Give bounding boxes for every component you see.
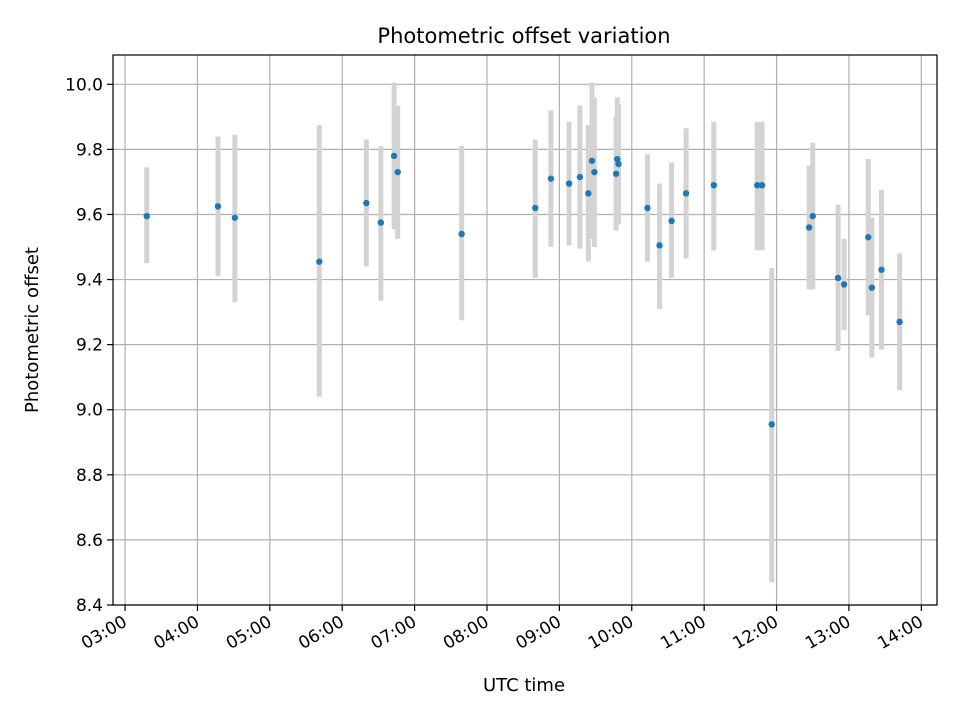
y-tick-label: 9.2 (76, 336, 103, 356)
y-tick-label: 9.8 (76, 140, 103, 160)
data-point (532, 204, 539, 212)
y-tick-label: 9.0 (76, 401, 103, 421)
y-tick-label: 8.4 (76, 596, 103, 616)
data-point (231, 214, 239, 221)
data-point (547, 175, 555, 182)
x-tick-label: 14:00 (874, 612, 926, 654)
data-point (758, 181, 766, 189)
data-point (394, 168, 401, 176)
x-tick-label: 06:00 (295, 612, 347, 654)
data-point (615, 160, 622, 168)
data-point (809, 212, 816, 220)
data-point (588, 157, 596, 164)
data-point (377, 219, 385, 226)
data-point (754, 181, 761, 189)
data-point (143, 212, 150, 220)
data-point (656, 242, 663, 249)
data-points (143, 152, 903, 428)
data-point (363, 199, 370, 207)
data-point (868, 284, 876, 291)
error-bars (144, 82, 903, 583)
data-point (644, 204, 651, 212)
x-tick-label: 11:00 (657, 612, 709, 654)
data-point (458, 230, 465, 238)
plot-frame (112, 54, 938, 606)
data-point (805, 224, 813, 231)
x-tick-label: 04:00 (151, 612, 203, 654)
y-tick-label: 9.6 (76, 205, 103, 225)
data-point (576, 173, 584, 181)
x-tick-label: 09:00 (512, 612, 564, 654)
x-axis-ticks: 03:00 04:00 05:00 06:00 07:00 08:00 09:00 10:00… (78, 605, 927, 654)
x-tick-label: 07:00 (368, 612, 420, 654)
data-point (668, 217, 675, 225)
x-axis-title: UTC time (483, 675, 565, 696)
data-point (896, 318, 903, 326)
x-tick-label: 03:00 (78, 612, 130, 654)
data-point (865, 234, 872, 241)
x-tick-label: 10:00 (585, 612, 637, 654)
data-point (585, 190, 592, 197)
x-tick-label: 12:00 (730, 612, 782, 654)
data-point (565, 180, 573, 187)
y-tick-label: 9.4 (76, 271, 103, 291)
x-tick-label: 05:00 (223, 612, 275, 654)
data-point (682, 190, 690, 197)
data-point (840, 281, 848, 288)
data-point (614, 155, 621, 163)
x-tick-label: 13:00 (802, 612, 854, 654)
data-point (316, 258, 323, 265)
data-point (214, 203, 222, 210)
data-point (591, 168, 598, 176)
data-point (710, 181, 718, 189)
y-tick-label: 8.6 (76, 531, 103, 551)
y-axis-title: Photometric offset (22, 247, 43, 413)
data-point (768, 421, 775, 428)
data-point (834, 274, 842, 282)
y-tick-label: 10.0 (65, 75, 103, 95)
y-axis-ticks: 8.4 8.6 8.8 9.0 9.2 9.4 9.6 9.8 10.0 (65, 75, 113, 616)
data-point (390, 152, 398, 160)
y-tick-label: 8.8 (76, 466, 103, 486)
data-point (878, 266, 885, 273)
data-point (612, 170, 620, 177)
chart-title: Photometric offset variation (377, 24, 670, 48)
x-tick-label: 08:00 (440, 612, 492, 654)
